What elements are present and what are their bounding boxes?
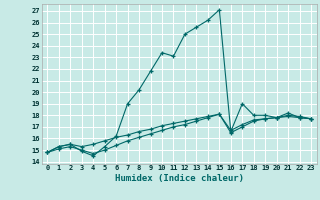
X-axis label: Humidex (Indice chaleur): Humidex (Indice chaleur) <box>115 174 244 183</box>
